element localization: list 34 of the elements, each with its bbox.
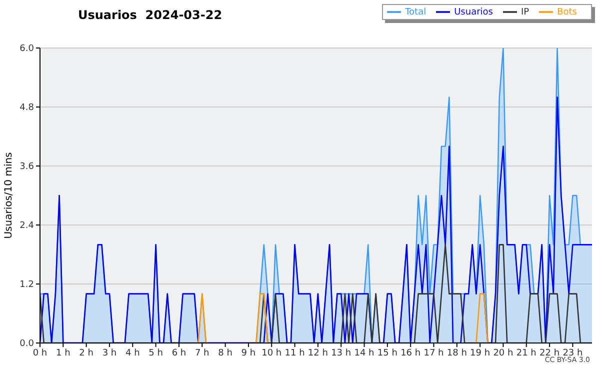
x-tick-label: 12 h [308,348,328,358]
x-tick-label: 4 h [125,348,140,358]
x-tick-label: 5 h [148,348,163,358]
x-tick-label: 2 h [79,348,94,358]
y-axis-title: Usuarios/10 mins [4,152,15,239]
y-tick-label: 2.4 [20,221,34,232]
x-tick-label: 21 h [516,348,536,358]
x-tick-label: 8 h [218,348,232,358]
x-tick-label: 9 h [241,348,256,358]
y-tick-label: 1.2 [20,280,34,290]
y-tick-label: 4.8 [20,103,34,114]
y-tick-label: 0.0 [20,339,34,350]
x-tick-label: 1 h [56,348,70,358]
x-tick-label: 6 h [172,348,186,358]
legend-label: Bots [557,7,577,18]
chart-title: Usuarios 2024-03-22 [78,8,222,22]
x-tick-label: 11 h [284,348,305,358]
y-tick-label: 6.0 [20,44,34,54]
x-tick-label: 19 h [470,348,490,358]
x-tick-label: 18 h [446,348,467,358]
legend-label: Total [405,7,426,18]
x-tick-label: 10 h [262,348,282,358]
x-tick-label: 3 h [102,348,117,358]
x-tick-label: 20 h [493,348,514,358]
x-tick-label: 13 h [331,348,352,358]
x-tick-label: 7 h [194,348,210,358]
y-tick-label: 3.6 [20,162,34,172]
x-tick-label: 0 h [32,348,48,358]
x-tick-label: 16 h [400,348,421,358]
legend-label: Usuarios [454,7,493,18]
legend-label: IP [521,7,530,18]
x-tick-label: 14 h [354,348,374,358]
x-tick-label: 15 h [377,348,398,358]
x-tick-label: 17 h [424,348,444,358]
